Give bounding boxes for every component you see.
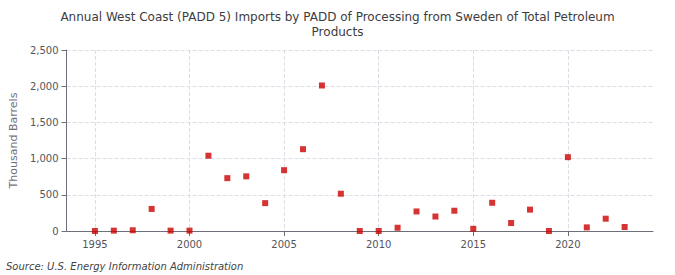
svg-text:1,500: 1,500	[30, 117, 59, 128]
svg-text:Thousand Barrels: Thousand Barrels	[7, 92, 20, 189]
svg-text:2010: 2010	[366, 239, 391, 250]
svg-text:0: 0	[52, 226, 58, 237]
svg-text:2020: 2020	[555, 239, 580, 250]
svg-text:1995: 1995	[82, 239, 107, 250]
svg-text:2,000: 2,000	[30, 81, 59, 92]
svg-text:Products: Products	[312, 25, 364, 39]
svg-text:1,000: 1,000	[30, 153, 59, 164]
svg-text:2005: 2005	[271, 239, 296, 250]
svg-text:2000: 2000	[177, 239, 202, 250]
svg-text:Source: U.S. Energy Informatio: Source: U.S. Energy Information Administ…	[6, 261, 243, 272]
svg-text:2015: 2015	[461, 239, 486, 250]
svg-text:2,500: 2,500	[30, 45, 59, 56]
svg-text:Annual West Coast (PADD 5) Imp: Annual West Coast (PADD 5) Imports by PA…	[60, 10, 614, 24]
svg-text:500: 500	[39, 189, 58, 200]
